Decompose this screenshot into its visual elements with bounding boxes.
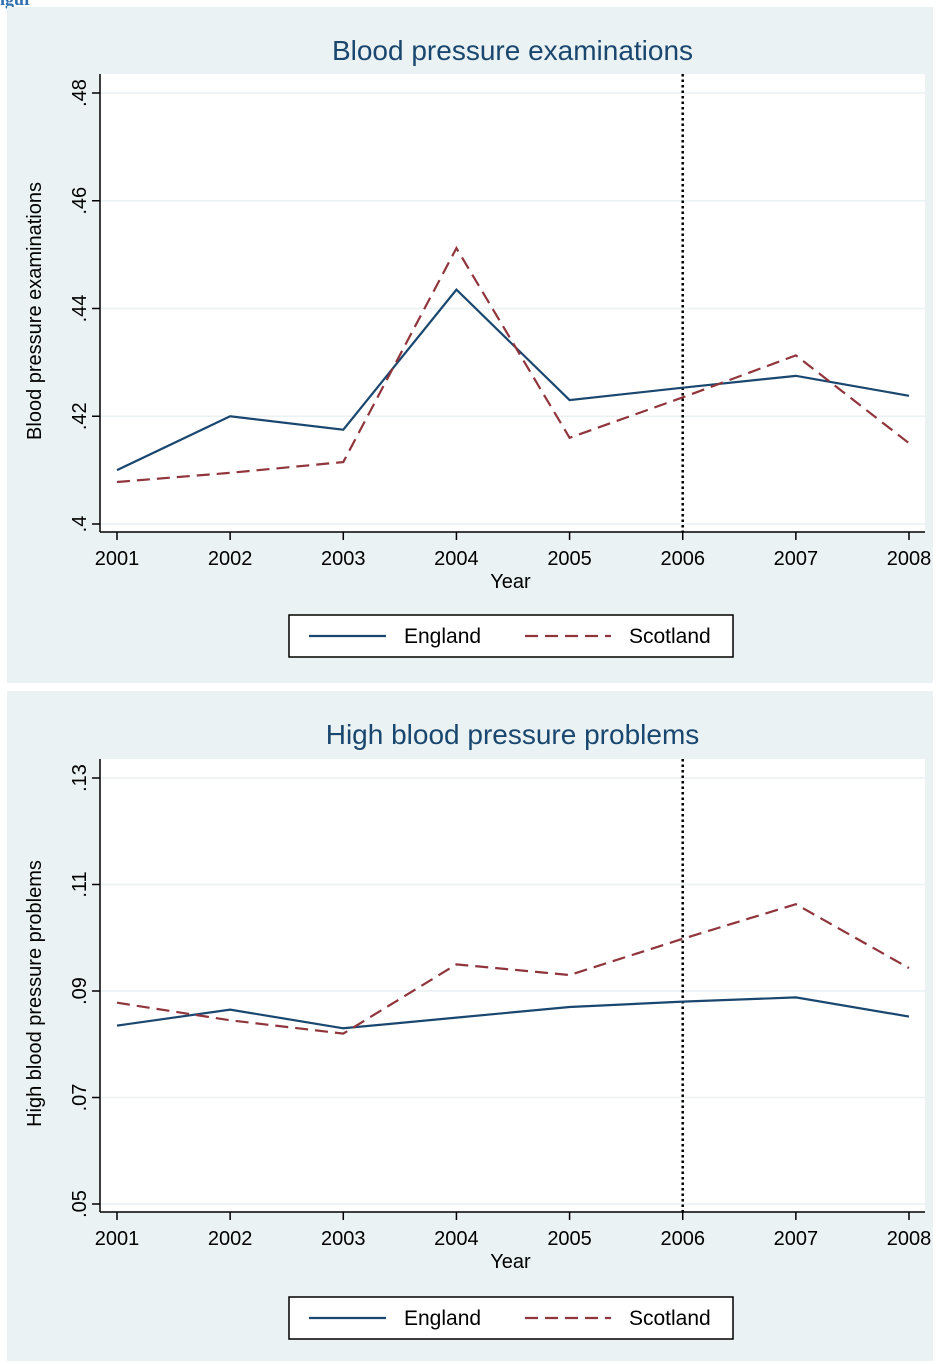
legend-label-england: England bbox=[404, 625, 481, 648]
x-tick-label-5: 2006 bbox=[660, 548, 705, 570]
y-tick-label-0: .05 bbox=[69, 1190, 91, 1218]
y-tick-label-4: .13 bbox=[69, 764, 91, 792]
chart-title: High blood pressure problems bbox=[326, 719, 700, 750]
legend-label-scotland: Scotland bbox=[629, 625, 711, 648]
x-tick-label-6: 2007 bbox=[774, 1228, 819, 1250]
x-tick-label-0: 2001 bbox=[95, 1228, 140, 1250]
x-tick-label-6: 2007 bbox=[774, 548, 819, 570]
y-tick-label-2: .09 bbox=[69, 977, 91, 1005]
chart-high-blood-pressure-problems: High blood pressure problems .05 .07 .09 .11… bbox=[24, 719, 932, 1340]
x-tick-label-2: 2003 bbox=[321, 1228, 366, 1250]
x-axis-label: Year bbox=[490, 571, 531, 593]
chart-panel-high-blood-pressure-problems: High blood pressure problems .05 .07 .09 .11… bbox=[7, 691, 933, 1361]
series-line-england bbox=[116, 996, 910, 1030]
x-tick-label-7: 2008 bbox=[887, 1228, 932, 1250]
plot-area bbox=[100, 74, 925, 532]
y-axis-label: High blood pressure problems bbox=[24, 860, 46, 1127]
y-tick-label-1: .07 bbox=[69, 1084, 91, 1112]
figure-heading-fragment: igure bbox=[0, 0, 30, 9]
series-line-scotland bbox=[116, 903, 910, 1035]
x-tick-label-1: 2002 bbox=[208, 1228, 253, 1250]
x-tick-label-0: 2001 bbox=[95, 548, 140, 570]
x-tick-label-4: 2005 bbox=[547, 548, 592, 570]
y-tick-label-1: .42 bbox=[69, 402, 91, 430]
y-axis-label: Blood pressure examinations bbox=[24, 182, 46, 440]
plot-area bbox=[100, 759, 925, 1212]
x-tick-label-1: 2002 bbox=[208, 548, 253, 570]
x-axis-label: Year bbox=[490, 1251, 531, 1273]
x-tick-label-3: 2004 bbox=[434, 1228, 479, 1250]
x-tick-label-4: 2005 bbox=[547, 1228, 592, 1250]
x-tick-label-2: 2003 bbox=[321, 548, 366, 570]
chart-blood-pressure-examinations: Blood pressure examinations .4 .42 .44 .46 .4… bbox=[24, 35, 932, 658]
chart-panel-blood-pressure-examinations: Blood pressure examinations .4 .42 .44 .46 .4… bbox=[7, 7, 933, 683]
y-tick-label-2: .44 bbox=[69, 295, 91, 323]
legend-label-england: England bbox=[404, 1307, 481, 1330]
y-tick-label-3: .46 bbox=[69, 187, 91, 215]
x-tick-label-3: 2004 bbox=[434, 548, 479, 570]
legend-label-scotland: Scotland bbox=[629, 1307, 711, 1330]
y-tick-label-4: .48 bbox=[69, 79, 91, 107]
y-tick-label-0: .4 bbox=[69, 516, 91, 533]
x-tick-label-7: 2008 bbox=[887, 548, 932, 570]
y-tick-label-3: .11 bbox=[69, 871, 91, 897]
chart-title: Blood pressure examinations bbox=[332, 35, 693, 66]
x-tick-label-5: 2006 bbox=[660, 1228, 705, 1250]
series-line-scotland bbox=[116, 245, 910, 484]
